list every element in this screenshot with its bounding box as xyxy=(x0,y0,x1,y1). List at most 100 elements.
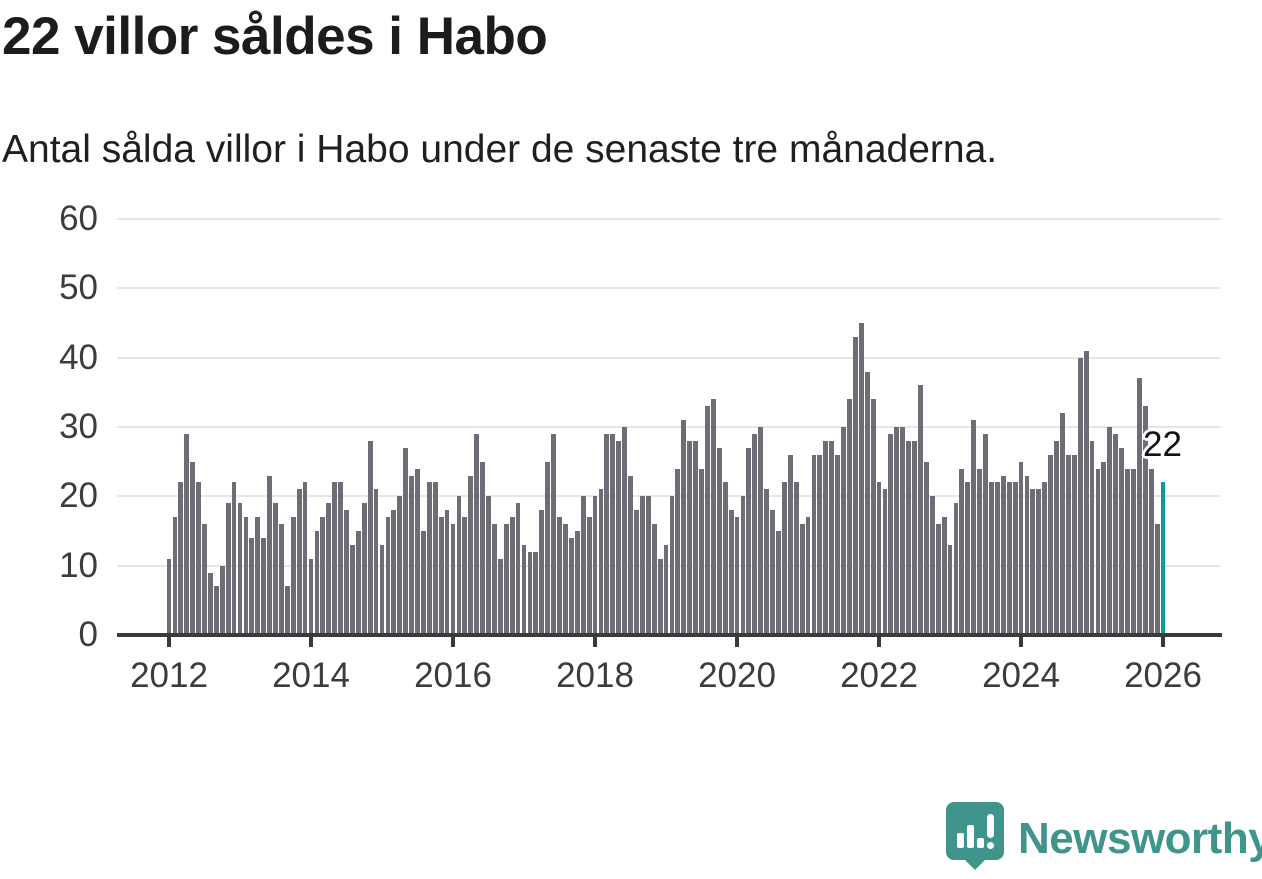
bar xyxy=(438,517,444,635)
bar xyxy=(456,496,462,635)
bar xyxy=(681,420,687,635)
bar xyxy=(728,510,734,635)
y-axis-label-10: 10 xyxy=(59,545,98,585)
bar xyxy=(959,468,965,635)
bar xyxy=(598,489,604,635)
bar xyxy=(841,427,846,635)
bar xyxy=(687,440,693,635)
bar xyxy=(935,524,941,635)
gridline-30 xyxy=(117,426,1220,428)
bar xyxy=(1036,489,1042,635)
bar xyxy=(243,517,249,635)
bar xyxy=(693,440,698,635)
bar xyxy=(486,496,491,635)
x-axis-tick-2012 xyxy=(167,637,171,647)
bar xyxy=(521,544,527,635)
bar xyxy=(290,517,296,635)
bar xyxy=(497,558,503,635)
x-axis-label-2026: 2026 xyxy=(1124,656,1202,695)
bar xyxy=(367,440,373,635)
bar xyxy=(870,399,876,635)
bar xyxy=(1071,454,1077,635)
x-axis-tick-2014 xyxy=(309,637,313,647)
x-axis-tick-2016 xyxy=(451,637,455,647)
bar xyxy=(332,482,338,635)
bar xyxy=(1089,440,1095,635)
bar xyxy=(912,440,917,635)
bar xyxy=(379,544,385,635)
bar xyxy=(918,385,923,635)
bar xyxy=(852,336,858,635)
y-axis-label-50: 50 xyxy=(59,268,98,308)
bar xyxy=(225,503,231,635)
bar xyxy=(817,454,823,635)
bar xyxy=(705,406,710,635)
bar xyxy=(989,482,994,635)
bar xyxy=(699,468,704,635)
bar xyxy=(645,496,651,635)
bar xyxy=(829,440,835,635)
x-axis-line xyxy=(117,633,1222,637)
gridline-20 xyxy=(117,495,1220,498)
x-axis-tick-2024 xyxy=(1019,637,1023,647)
bar xyxy=(805,517,811,635)
bar xyxy=(249,537,255,635)
gridline-10 xyxy=(117,564,1220,567)
bar xyxy=(906,440,912,635)
bar xyxy=(255,517,261,635)
bar xyxy=(971,420,977,635)
y-axis-label-60: 60 xyxy=(59,199,98,239)
bar xyxy=(923,461,929,635)
bar xyxy=(344,510,349,635)
bar xyxy=(320,517,326,635)
bar xyxy=(580,496,586,635)
bar xyxy=(657,558,663,635)
bar xyxy=(172,517,178,635)
bar xyxy=(710,399,716,635)
y-axis-label-20: 20 xyxy=(59,476,98,516)
bar xyxy=(213,586,219,635)
bar xyxy=(480,461,485,635)
x-axis-label-2024: 2024 xyxy=(982,656,1060,695)
bar xyxy=(545,461,551,635)
bar xyxy=(202,524,207,635)
bar xyxy=(722,482,728,635)
bar xyxy=(847,399,852,635)
bar xyxy=(894,427,900,635)
bar xyxy=(279,524,284,635)
bar xyxy=(1030,489,1036,635)
bar xyxy=(604,433,610,635)
bar xyxy=(746,447,752,635)
bar xyxy=(166,558,172,635)
bar xyxy=(776,531,781,635)
bar xyxy=(326,503,332,635)
bar xyxy=(1054,440,1059,635)
y-axis-label-40: 40 xyxy=(59,337,98,377)
bar xyxy=(267,475,272,635)
bar xyxy=(634,510,639,635)
bar xyxy=(308,558,314,635)
gridline-60 xyxy=(117,218,1220,221)
bar xyxy=(421,531,426,635)
bar xyxy=(669,496,675,635)
bar xyxy=(793,482,799,635)
bar xyxy=(503,524,509,635)
x-axis-tick-2026 xyxy=(1161,637,1165,647)
bar xyxy=(994,482,1000,635)
bar xyxy=(586,517,592,635)
bar xyxy=(882,489,888,635)
bar xyxy=(444,510,450,635)
bar xyxy=(515,503,521,635)
bar xyxy=(403,447,409,635)
bar xyxy=(770,510,775,635)
bar xyxy=(823,440,829,635)
bar xyxy=(1042,482,1048,635)
x-axis-label-2016: 2016 xyxy=(414,656,492,695)
chart-subtitle: Antal sålda villor i Habo under de senas… xyxy=(2,128,998,171)
bar xyxy=(563,524,568,635)
bar xyxy=(557,517,562,635)
bar xyxy=(1048,454,1054,635)
bar xyxy=(219,565,225,635)
bar xyxy=(568,537,574,635)
